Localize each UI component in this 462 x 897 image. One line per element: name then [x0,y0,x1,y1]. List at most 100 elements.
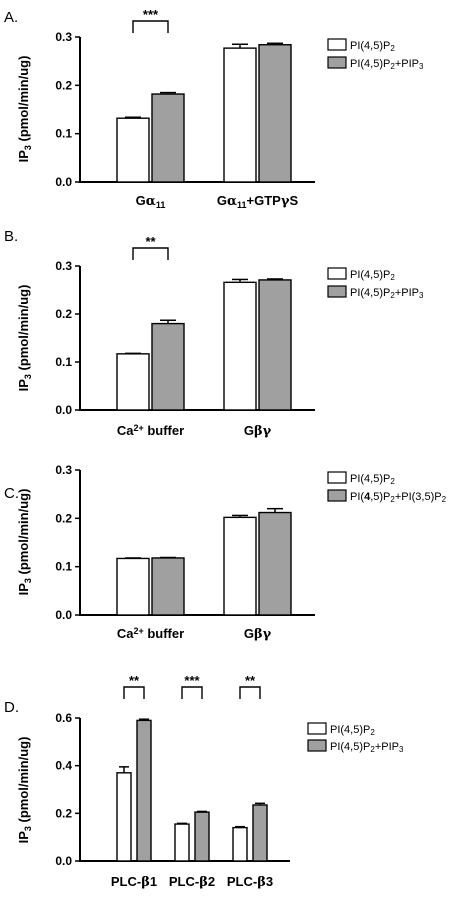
y-label-part: 3 [23,578,33,583]
y-label-part: 3 [23,374,33,379]
text-part: +PIP [375,741,399,753]
y-tick-label: 0.2 [55,806,72,820]
y-label-part: (pmol/min/ug) [16,285,31,375]
legend-label: PI(4,5)P2 [350,269,395,282]
legend-label: PI(4,5)P2 [330,724,375,737]
significance-bracket [239,686,261,699]
panel-letter: D. [4,699,19,716]
legend-label: PI(4,5)P2+PIP3 [330,741,404,754]
text-part: 2 [370,745,375,754]
y-tick-label: 0.0 [55,175,72,189]
y-axis-label: IP3 (pmol/min/ug) [16,285,33,392]
x-category-label: Ca2+ buffer [117,423,184,438]
text-part: 2 [208,874,215,889]
y-label-part: 3 [23,145,33,150]
bar-series1 [174,823,190,862]
y-label-part: 3 [23,826,33,831]
significance-bracket [181,686,203,699]
legend-swatch [327,285,347,298]
text-part: α [227,194,237,209]
bar-series1 [116,117,150,183]
y-tick-label: 0.2 [55,511,72,525]
legend-swatch [327,56,347,69]
text-part: 2 [390,477,395,486]
x-category-label: Gβγ [244,626,272,642]
bar-series1 [232,826,248,862]
text-part: +GTP [247,193,282,208]
text-part: PI(4,5)P [350,58,390,70]
text-part: γ [281,194,290,209]
panel-c: C. 0.0 0.1 0.2 0.3 IP3 (pmol/min/ug) Ca2+ buff… [4,463,447,642]
x-category-label: Gα11 [136,193,166,210]
text-part: PI(4,5)P [350,269,390,281]
text-part: 2 [390,291,395,300]
bar-series1 [223,516,257,616]
bar-series2 [151,322,185,411]
y-tick-label: 0.6 [55,711,72,725]
text-part: 2+ [133,626,143,636]
legend-label: PI(4,5)P2+PI(3,5)P2 [350,491,447,504]
text-part: PI( [350,491,364,503]
panel-letter: C. [4,485,19,502]
x-category-label: Ca2+ buffer [117,626,184,641]
significance-bracket [123,686,145,699]
legend-swatch [307,722,327,735]
bar-series2 [258,279,292,411]
text-part: PLC- [227,874,257,889]
x-category-label: PLC-β3 [227,874,273,890]
legend-swatch [307,739,327,752]
y-tick-label: 0.0 [55,403,72,417]
text-part: 2+ [133,423,143,433]
legend-label: PI(4,5)P2 [350,40,395,53]
y-tick-label: 0.0 [55,854,72,868]
bar-series2 [252,804,268,862]
bar-series1 [116,772,132,862]
significance-label: *** [184,673,200,688]
legend-label: PI(4,5)P2+PIP3 [350,287,424,300]
y-tick-label: 0.0 [55,608,72,622]
text-part: Ca [117,626,134,641]
text-part: 2 [390,495,395,504]
text-part: PI(4,5)P [350,40,390,52]
text-part: 11 [237,200,247,210]
text-part: 2 [390,62,395,71]
text-part: buffer [144,626,184,641]
legend-swatch [327,471,347,484]
y-tick-label: 0.1 [55,560,72,574]
y-label-part: IP [16,150,31,163]
significance-label: ** [245,673,256,688]
bar-series1 [223,281,257,411]
text-part: 2 [442,495,447,504]
text-part: PI(4,5)P [330,741,370,753]
text-part: G [217,193,227,208]
text-part: 3 [419,62,424,71]
text-part: 4 [364,491,371,503]
panel-letter: A. [4,9,18,26]
y-tick-label: 0.2 [55,307,72,321]
bar-series2 [258,44,292,183]
significance-label: ** [129,673,140,688]
legend-swatch [327,267,347,280]
y-label-part: IP [16,379,31,392]
y-tick-label: 0.1 [55,355,72,369]
y-axis-label: IP3 (pmol/min/ug) [16,737,33,844]
text-part: PLC- [111,874,141,889]
bar-series2 [258,511,292,616]
text-part: +PIP [395,287,419,299]
y-tick-label: 0.3 [55,30,72,44]
bar-series2 [194,811,210,862]
y-tick-label: 0.4 [55,759,72,773]
text-part: 3 [419,291,424,300]
text-part: β [257,875,266,890]
significance-bracket [132,20,169,33]
text-part: PI(4,5)P [350,287,390,299]
x-category-label: Gβγ [244,423,272,439]
text-part: 11 [156,200,166,210]
y-label-part: IP [16,831,31,844]
text-part: +PIP [395,58,419,70]
x-category-label: Gα11+GTPγS [217,193,299,210]
text-part: G [244,626,254,641]
text-part: buffer [144,423,184,438]
